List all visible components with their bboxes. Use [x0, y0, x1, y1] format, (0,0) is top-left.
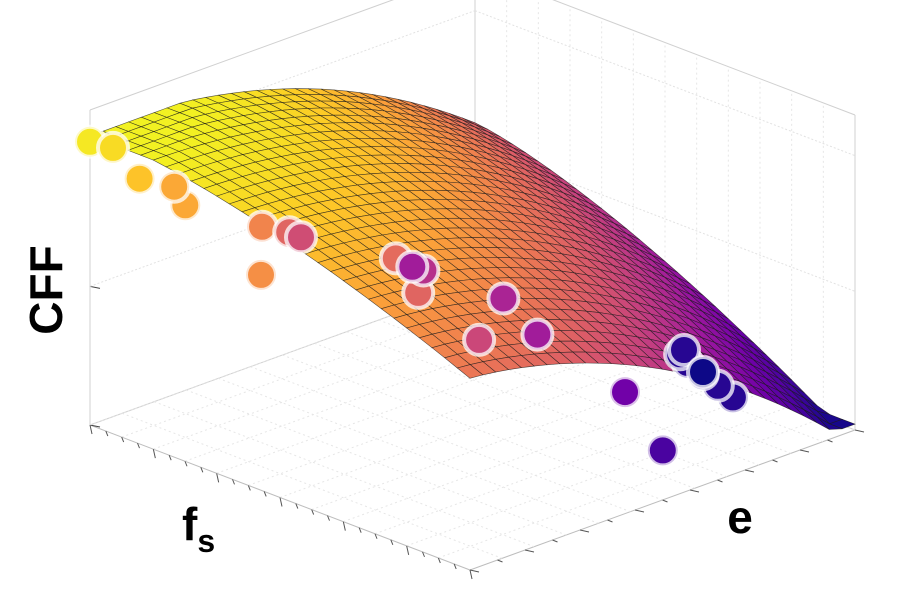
fs-tick [105, 430, 109, 437]
z-tick [89, 424, 101, 428]
data-point [245, 209, 279, 244]
fs-tick [263, 491, 267, 497]
e-tick [772, 459, 778, 463]
fs-tick [295, 503, 299, 509]
surface-mesh [89, 88, 856, 430]
floor-gridline [248, 344, 634, 486]
z-tick [89, 285, 101, 289]
axis-edge [552, 0, 856, 116]
floor-gridline [121, 412, 503, 559]
fs-tick [358, 527, 362, 533]
x-axis-label-main: f [182, 498, 198, 550]
fs-tick [247, 485, 251, 491]
fs-tick [89, 424, 93, 435]
fs-tick [390, 539, 394, 545]
data-point [395, 249, 430, 284]
data-point [608, 375, 642, 410]
e-tick [469, 569, 480, 573]
fs-tick [137, 442, 140, 449]
data-point [244, 257, 278, 292]
fs-tick [453, 563, 457, 570]
fs-tick [311, 509, 315, 515]
x-axis-label: fs [182, 498, 215, 559]
e-tick [634, 509, 645, 513]
data-point [462, 322, 497, 357]
fs-tick [121, 436, 125, 443]
floor-gridline [406, 405, 792, 547]
fs-tick [406, 545, 410, 555]
fs-tick [168, 455, 172, 461]
fs-tick [342, 521, 346, 531]
fs-tick [279, 497, 283, 507]
fs-tick [232, 479, 235, 485]
fs-tick [374, 533, 378, 539]
e-tick [827, 439, 833, 443]
data-point [520, 317, 555, 352]
e-tick [607, 519, 613, 523]
axis-edge [89, 0, 394, 111]
fs-tick [152, 449, 156, 459]
fs-tick [422, 551, 425, 558]
surface-face [456, 364, 484, 379]
fs-tick [437, 557, 441, 564]
floor-gridline [438, 417, 824, 559]
fs-tick [327, 515, 330, 521]
data-point [486, 281, 521, 316]
data-point [96, 130, 130, 165]
fs-tick [184, 461, 188, 467]
e-tick [689, 489, 700, 493]
data-point [122, 161, 157, 196]
data-point [157, 169, 192, 204]
e-tick [744, 469, 755, 473]
e-tick [854, 429, 865, 433]
floor-gridline [279, 357, 666, 498]
data-points [73, 124, 750, 468]
e-tick [662, 499, 668, 503]
data-point [645, 433, 680, 468]
z-gridline [474, 10, 856, 157]
e-tick [799, 449, 810, 453]
e-tick [497, 559, 503, 563]
floor-gridline [186, 389, 567, 536]
x-axis-label-sub: s [197, 523, 215, 559]
data-point [667, 333, 701, 367]
data-point [284, 220, 318, 255]
e-tick [552, 539, 558, 543]
e-tick [579, 529, 590, 533]
fs-tick [469, 569, 473, 580]
z-axis-label: CFF [20, 245, 72, 334]
y-axis-label: e [727, 491, 753, 543]
e-tick [524, 549, 535, 553]
e-tick [717, 479, 723, 483]
fs-tick [200, 467, 204, 473]
data-point [686, 355, 720, 389]
fs-tick [216, 473, 220, 483]
